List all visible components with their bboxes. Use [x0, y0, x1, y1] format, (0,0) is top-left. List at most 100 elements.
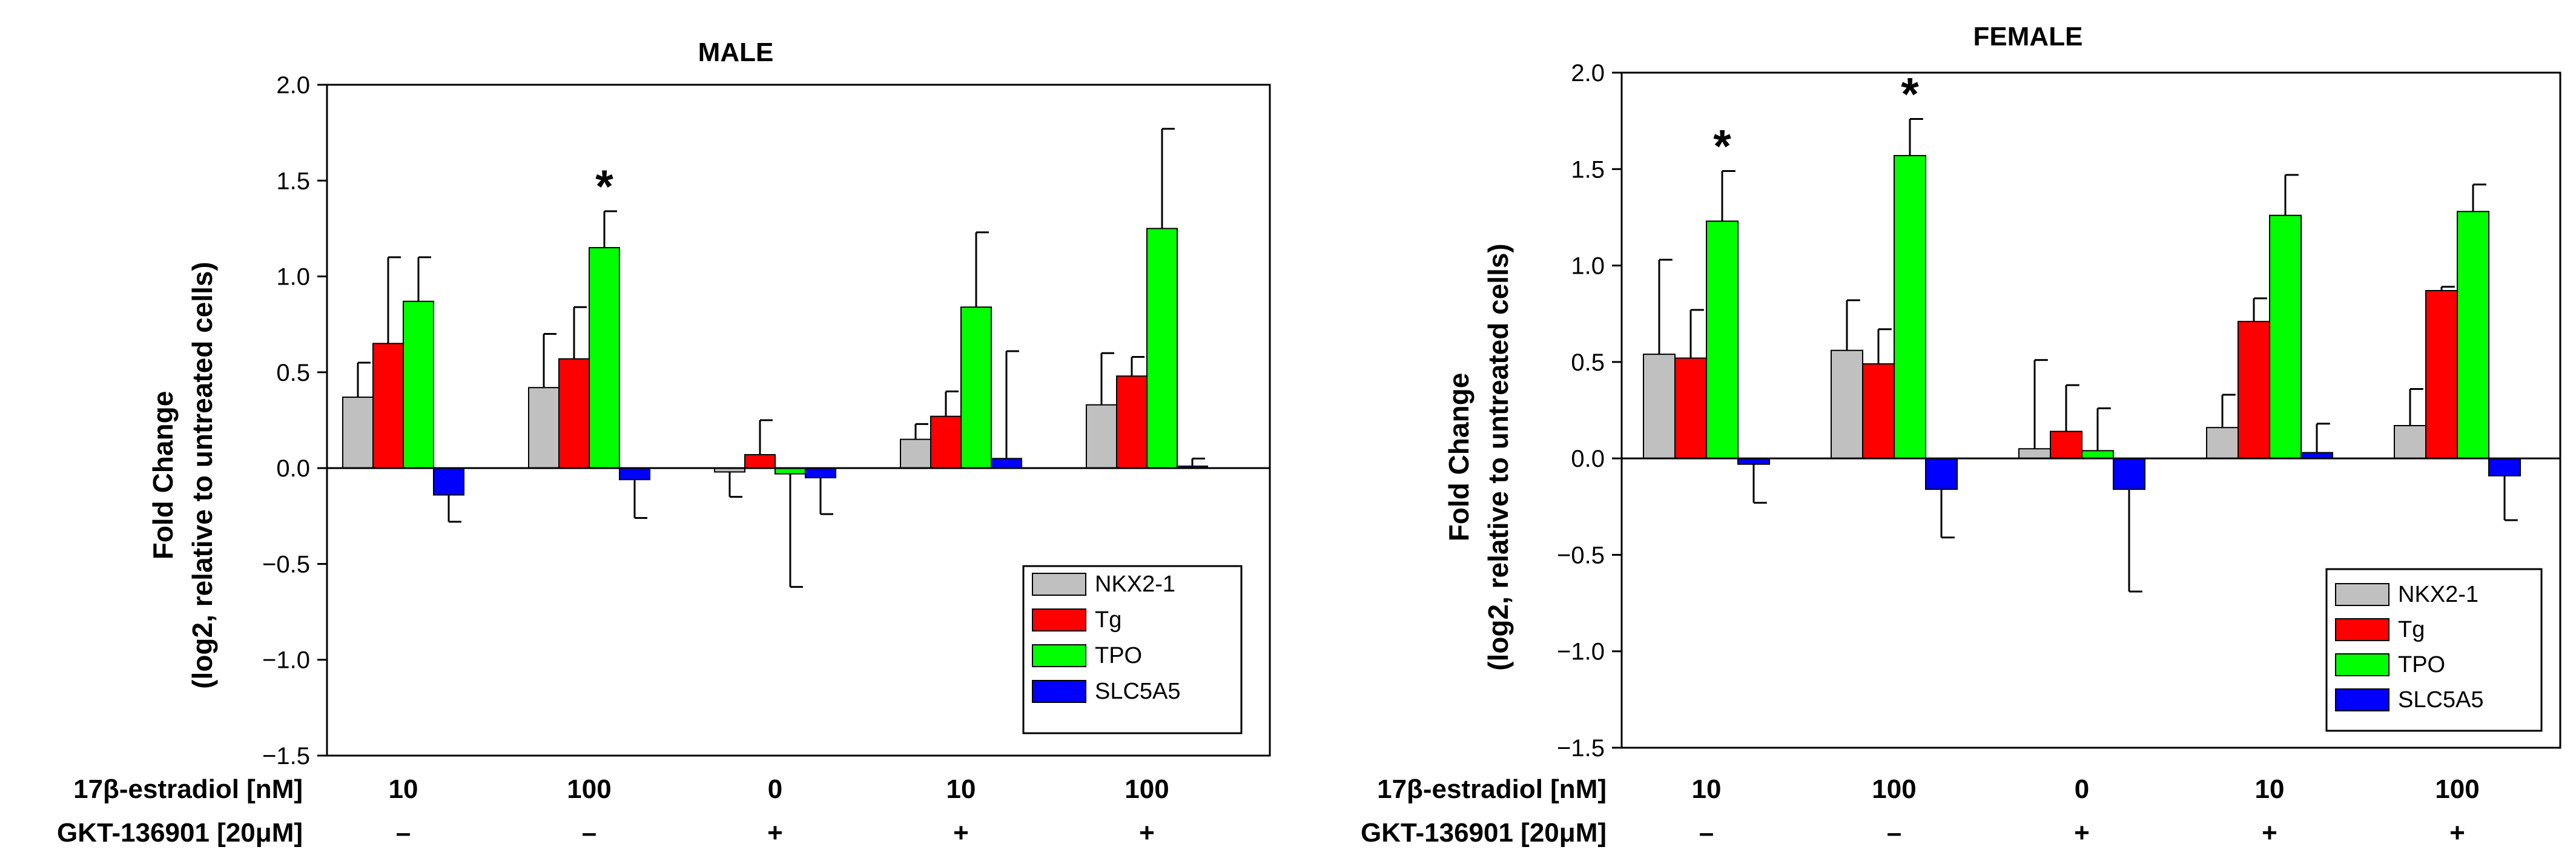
bar-slc5a5 [619, 467, 650, 481]
y-axis-label-line2: (log2, relative to untreated cells) [1482, 243, 1514, 671]
condition-gkt-value: – [1887, 818, 1901, 848]
legend-swatch-nkx2-1 [2335, 583, 2389, 606]
y-tick-label: 0.0 [276, 455, 310, 482]
legend-label-tpo: TPO [1095, 643, 1142, 668]
condition-estradiol-value: 10 [389, 774, 418, 804]
bar-nkx2-1 [2018, 448, 2051, 460]
bar-tpo [589, 247, 620, 469]
y-axis-ticks: −1.5 −1.0 −0.5 0.0 0.5 1.0 1.5 2.0 [262, 72, 327, 770]
condition-gkt-value: + [2449, 818, 2465, 848]
bar-slc5a5 [805, 467, 836, 478]
bar-tpo [2457, 211, 2489, 460]
bar-tg [372, 343, 404, 469]
plot-frame [1620, 71, 2561, 749]
legend-label-slc5a5: SLC5A5 [1095, 679, 1181, 704]
bar-nkx2-1 [1831, 349, 1863, 460]
bar-tg [2425, 289, 2458, 460]
bar-tg [2050, 430, 2082, 460]
row-label-estradiol: 17β-estradiol [nM] [1377, 774, 1607, 804]
row-label-estradiol: 17β-estradiol [nM] [73, 774, 303, 804]
plot-frame [326, 84, 1271, 757]
y-tick-label: −1.5 [1557, 735, 1605, 762]
bar-slc5a5 [991, 458, 1022, 469]
condition-estradiol-value: 100 [567, 774, 611, 804]
legend-swatch-tpo [2335, 653, 2389, 676]
condition-gkt-value: + [1139, 818, 1155, 848]
chart-title: MALE [698, 38, 774, 67]
legend-label-nkx2-1: NKX2-1 [1095, 572, 1175, 597]
condition-labels: 10 – 100 – 0 +10 +100 +10 – 100 – 0 +10 +100 + [389, 774, 2480, 848]
bar-nkx2-1 [342, 397, 374, 469]
y-tick-label: −0.5 [262, 551, 310, 578]
bar-nkx2-1 [528, 387, 560, 469]
significance-markers: * [595, 161, 613, 213]
bar-nkx2-1 [1086, 404, 1117, 469]
y-axis-label-line2: (log2, relative to untreated cells) [187, 262, 218, 689]
bar-tpo [403, 300, 434, 469]
significance-star: * [1713, 120, 1731, 172]
y-tick-label: 1.0 [1571, 253, 1605, 280]
y-tick-label: 0.5 [1571, 349, 1605, 376]
condition-estradiol-value: 100 [1872, 774, 1916, 804]
y-tick-label: 2.0 [276, 72, 310, 99]
bar-nkx2-1 [900, 438, 931, 469]
legend-swatch-slc5a5 [1032, 680, 1086, 703]
bar-tg [1674, 357, 1707, 460]
y-tick-label: −1.0 [262, 647, 310, 674]
bar-tpo [1146, 228, 1178, 469]
significance-star: * [1901, 68, 1919, 120]
bar-tpo [2269, 214, 2302, 460]
bar-slc5a5 [433, 467, 464, 496]
condition-estradiol-value: 10 [1692, 774, 1722, 804]
condition-estradiol-value: 100 [1125, 774, 1169, 804]
legend-label-tg: Tg [1095, 607, 1121, 633]
legend-label-slc5a5: SLC5A5 [2398, 687, 2484, 713]
male-panel: MALE Fold Change (log2, relative to untr… [147, 38, 1271, 770]
bars [1643, 154, 2521, 490]
bar-tg [1862, 363, 1895, 460]
y-tick-label: 0.0 [1571, 446, 1605, 472]
bar-slc5a5 [2113, 458, 2145, 490]
legend-swatch-tg [1032, 608, 1086, 631]
y-tick-label: 1.5 [1571, 156, 1605, 183]
y-axis-label-line1: Fold Change [147, 391, 179, 560]
legend-label-nkx2-1: NKX2-1 [2398, 582, 2479, 607]
condition-gkt-value: + [953, 818, 969, 848]
bar-nkx2-1 [1643, 354, 1676, 460]
condition-gkt-value: + [2074, 818, 2090, 848]
condition-estradiol-value: 100 [2435, 774, 2479, 804]
bar-slc5a5 [1925, 458, 1958, 490]
condition-gkt-value: – [582, 818, 596, 848]
legend-swatch-nkx2-1 [1032, 573, 1086, 596]
bar-tg [744, 453, 776, 469]
condition-gkt-value: + [2262, 818, 2277, 848]
legend: NKX2-1 Tg TPO SLC5A5 [2325, 568, 2543, 732]
row-label-gkt: GKT-136901 [20μM] [1361, 818, 1607, 848]
legend-swatch-tpo [1032, 644, 1086, 667]
y-tick-label: 1.0 [276, 264, 310, 291]
bar-tg [558, 358, 590, 469]
bar-tpo [2081, 450, 2114, 460]
y-axis-ticks: −1.5 −1.0 −0.5 0.0 0.5 1.0 1.5 2.0 [1557, 60, 1622, 762]
y-tick-label: −1.5 [262, 743, 310, 770]
error-bars [1658, 117, 2518, 593]
bar-slc5a5 [2488, 458, 2521, 476]
legend-swatch-tg [2335, 618, 2389, 641]
condition-gkt-value: + [767, 818, 783, 848]
bar-tg [1116, 375, 1148, 469]
significance-markers: ** [1713, 68, 1919, 172]
bar-tpo [1894, 154, 1926, 460]
bar-tg [2237, 320, 2270, 460]
bar-tg [930, 415, 962, 469]
condition-estradiol-value: 10 [946, 774, 976, 804]
bars [342, 228, 1208, 496]
row-label-gkt: GKT-136901 [20μM] [57, 818, 303, 848]
legend-label-tg: Tg [2398, 617, 2425, 642]
y-tick-label: 1.5 [276, 168, 310, 194]
bar-nkx2-1 [2394, 424, 2426, 460]
condition-estradiol-value: 10 [2255, 774, 2285, 804]
y-axis-label-line1: Fold Change [1443, 373, 1475, 542]
y-tick-label: −1.0 [1557, 639, 1605, 665]
female-panel: FEMALE Fold Change (log2, relative to un… [1443, 22, 2561, 762]
